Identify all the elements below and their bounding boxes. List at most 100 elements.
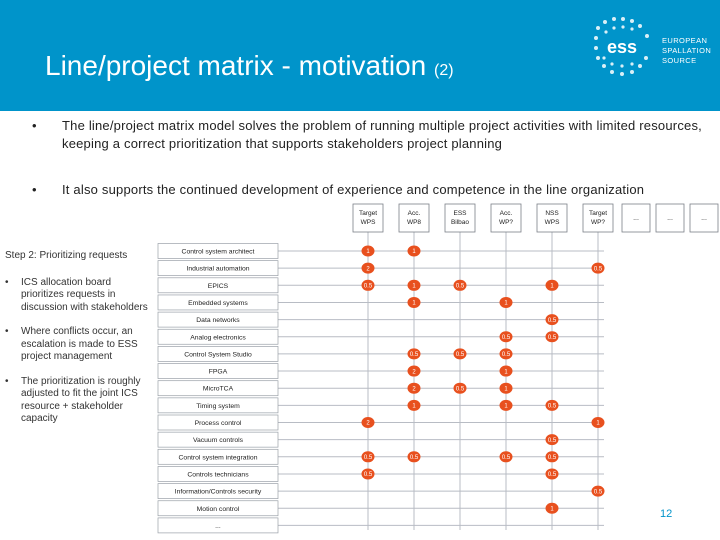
allocation-label: 0.5 [364,284,373,290]
logo-line-1: EUROPEAN [662,36,708,45]
allocation-label: 1 [504,404,508,410]
matrix-column-label: ... [633,215,639,222]
matrix-row-label: Control System Studio [184,351,252,358]
allocation-marker [453,382,467,394]
allocation-marker [545,434,559,446]
matrix-row-header [157,346,279,362]
left-panel: Step 2: Prioritizing requests • ICS alloc… [5,250,155,438]
allocation-marker [407,296,421,308]
allocation-marker [591,262,605,274]
allocation-label: 0.5 [548,438,557,444]
matrix-row-header [157,448,279,465]
matrix-column-header [582,203,614,233]
matrix-row-label: Timing system [196,403,240,410]
slide-title: Line/project matrix - motivation (2) [45,50,454,82]
allocation-marker [545,314,559,326]
matrix-row-label: Motion control [197,506,240,513]
matrix-row-label: Vacuum controls [193,437,244,444]
ess-logo: ess EUROPEAN SPALLATION SOURCE [592,16,712,76]
page-number: 12 [660,508,673,520]
logo-line-3: SOURCE [662,56,697,65]
allocation-marker [591,417,605,428]
allocation-marker [361,451,375,463]
bullet-dot: • [32,182,37,197]
matrix-row-header [157,500,279,517]
allocation-label: 0.5 [594,266,603,272]
matrix-row-header [157,483,279,499]
matrix-row-label: Process control [195,420,242,427]
bullet-dot: • [32,118,37,133]
matrix-row-header [157,397,279,414]
allocation-marker [453,348,467,360]
matrix-column-header [655,203,685,233]
matrix-column-label: Target [359,210,377,217]
allocation-marker [361,468,375,480]
matrix-row-header [157,311,279,328]
allocation-label: 0.5 [456,284,465,290]
matrix-column-label: NSS [545,210,559,217]
matrix-column-label: WPS [361,219,376,226]
allocation-marker [361,279,375,291]
logo-wordmark: EUROPEAN SPALLATION SOURCE [662,36,711,66]
allocation-marker [407,348,421,360]
matrix-column-label: Target [589,210,607,217]
matrix-column-header [398,203,430,233]
allocation-label: 1 [412,249,416,255]
ess-logo-mark: ess [594,17,649,76]
allocation-label: 2 [366,266,370,272]
allocation-label: 1 [550,284,554,290]
allocation-label: 0.5 [594,489,603,495]
allocation-marker [499,382,513,394]
matrix-row-header [157,466,279,482]
allocation-label: 2 [412,369,416,375]
allocation-marker [407,399,421,411]
matrix-row-label: Information/Controls security [175,489,262,496]
logo-letters: ess [607,37,637,57]
matrix-column-label: Acc. [408,210,421,217]
matrix-column-label: ... [667,215,673,222]
matrix-row-header [157,363,279,379]
matrix-column-header [621,203,651,233]
allocation-label: 1 [412,301,416,307]
allocation-label: 2 [412,386,416,392]
matrix-column-label: ESS [453,210,467,217]
allocation-label: 0.5 [502,335,511,341]
allocation-label: 0.5 [502,455,511,461]
allocation-marker [499,296,513,308]
matrix-row-label: Analog electronics [190,334,246,341]
slide-title-suffix: (2) [434,62,454,79]
matrix-row-label: Control system architect [182,249,255,256]
allocation-marker [453,279,467,291]
left-panel-item: • ICS allocation board prioritizes reques… [5,277,155,315]
allocation-label: 0.5 [548,318,557,324]
allocation-marker [407,451,421,463]
allocation-label: 1 [504,301,508,307]
matrix-column-header [490,203,522,233]
allocation-marker [361,417,375,428]
bullet-dot: • [5,276,9,288]
allocation-marker [545,331,559,343]
allocation-label: 0.5 [364,472,373,478]
matrix-row-label: Industrial automation [186,266,249,273]
allocation-marker [361,262,375,274]
allocation-label: 0.5 [410,455,419,461]
matrix-column-header [536,203,568,233]
bullet-dot: • [5,326,9,337]
allocation-label: 1 [596,421,600,427]
allocation-marker [361,245,375,257]
allocation-marker [545,468,559,480]
matrix-row-label: FPGA [209,369,228,376]
matrix-row-header [157,380,279,397]
matrix-row-label: Data networks [196,317,240,324]
allocation-label: 0.5 [456,386,465,392]
title-bar: Line/project matrix - motivation (2) ess… [0,0,720,111]
allocation-label: 0.5 [410,352,419,358]
matrix-row-label: Controls technicians [187,471,249,478]
matrix-column-label: Acc. [500,210,513,217]
bullet-dot: • [5,375,9,387]
allocation-label: 1 [412,404,416,410]
matrix-row-header [157,260,279,276]
matrix-row-header [157,517,279,534]
matrix-row-header [157,243,279,259]
